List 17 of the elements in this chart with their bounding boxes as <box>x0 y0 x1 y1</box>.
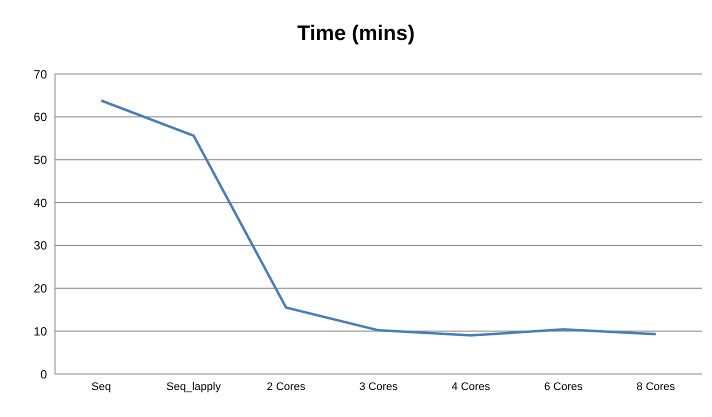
x-tick-label: Seq_lapply <box>166 380 222 393</box>
x-tick-label: 6 Cores <box>544 380 584 393</box>
x-tick-label: 8 Cores <box>636 380 676 393</box>
y-tick-label: 70 <box>34 67 48 82</box>
y-tick-label: 30 <box>34 238 48 253</box>
y-tick-label: 40 <box>34 196 48 210</box>
y-tick-label: 0 <box>40 367 48 382</box>
y-tick-label: 20 <box>34 282 48 296</box>
x-tick-label: 4 Cores <box>452 380 491 393</box>
y-tick-label: 10 <box>34 324 48 338</box>
chart-title: Time (mins) <box>296 22 416 46</box>
y-tick-label: 50 <box>34 152 48 167</box>
x-tick-label: Seq <box>91 380 112 393</box>
y-tick-label: 60 <box>34 110 48 124</box>
line-series <box>100 99 658 337</box>
x-tick-label: 2 Cores <box>266 380 306 393</box>
x-tick-label: 3 Cores <box>359 380 398 393</box>
